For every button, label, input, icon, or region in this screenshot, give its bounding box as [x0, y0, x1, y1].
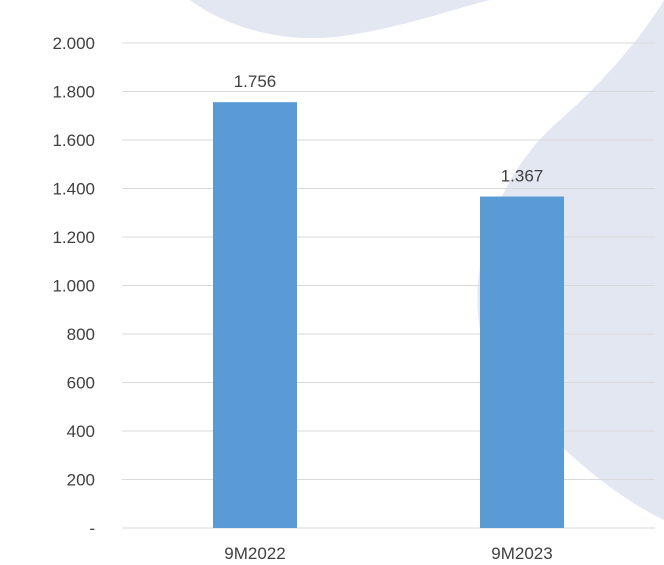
- y-tick-label: 600: [67, 374, 95, 393]
- background-top-arc: [190, 0, 490, 39]
- y-tick-label: 400: [67, 422, 95, 441]
- y-tick-label: -: [89, 519, 95, 538]
- bar-9M2022: [213, 102, 297, 529]
- y-tick-label: 800: [67, 325, 95, 344]
- x-tick-label: 9M2023: [491, 544, 552, 563]
- y-tick-label: 1.000: [52, 277, 95, 296]
- y-tick-label: 200: [67, 471, 95, 490]
- y-tick-label: 1.600: [52, 131, 95, 150]
- y-tick-label: 1.400: [52, 180, 95, 199]
- x-axis-tick-labels: 9M2022 9M2023: [224, 544, 552, 563]
- data-labels: 1.756 1.367: [234, 72, 544, 185]
- bars: [213, 102, 564, 529]
- bar-9M2023: [480, 196, 564, 528]
- y-tick-label: 2.000: [52, 34, 95, 53]
- y-tick-label: 1.200: [52, 228, 95, 247]
- y-axis-tick-labels: - 200 400 600 800 1.000 1.200 1.400 1.600 1.800 2.…: [52, 34, 95, 538]
- data-label: 1.367: [501, 167, 544, 186]
- x-tick-label: 9M2022: [224, 544, 285, 563]
- y-tick-label: 1.800: [52, 83, 95, 102]
- data-label: 1.756: [234, 72, 277, 91]
- gridlines: [122, 42, 655, 529]
